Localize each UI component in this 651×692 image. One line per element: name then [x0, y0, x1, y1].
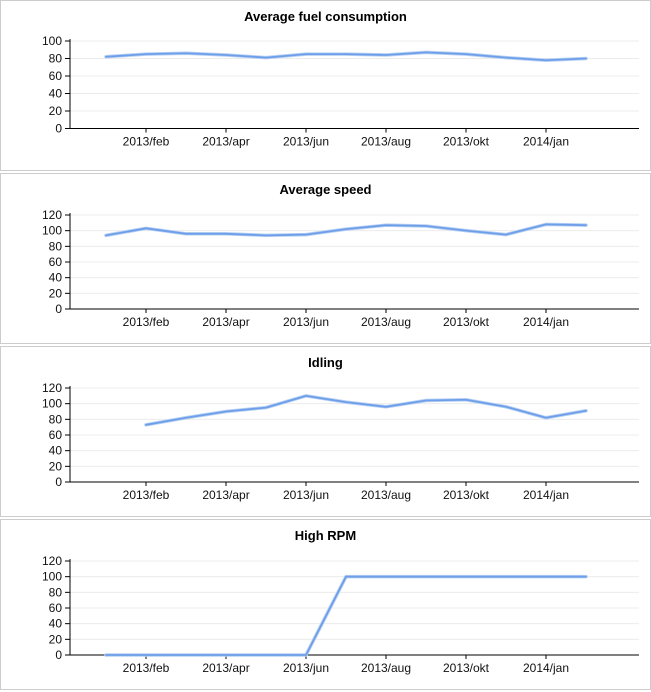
x-axis-label: 2013/aug	[361, 488, 411, 502]
x-axis-label: 2013/aug	[361, 661, 411, 675]
chart-title: Average speed	[279, 182, 372, 197]
y-axis-label: 80	[49, 52, 63, 66]
x-axis-label: 2013/jun	[283, 661, 329, 675]
chart-panel-average-fuel-consumption: Average fuel consumption 0 20 40 60 80 100 201…	[0, 0, 651, 171]
x-axis-label: 2013/feb	[123, 315, 170, 329]
x-axis-label: 2013/okt	[443, 135, 490, 149]
y-axis-label: 80	[49, 585, 63, 599]
y-axis-label: 120	[42, 381, 62, 395]
y-axis-label: 0	[55, 302, 62, 316]
x-axis-label: 2013/feb	[123, 135, 170, 149]
y-axis-label: 20	[49, 632, 63, 646]
x-axis-label: 2013/apr	[202, 315, 249, 329]
x-axis-label: 2013/okt	[443, 315, 490, 329]
x-axis-label: 2013/feb	[123, 661, 170, 675]
y-axis-label: 20	[49, 286, 63, 300]
series-line	[145, 394, 587, 426]
y-axis-label: 100	[42, 397, 62, 411]
y-axis-label: 80	[49, 412, 63, 426]
chart-panel-idling: Idling 0 20 40 60 80 100 120 2013/feb 2013/apr 20…	[0, 346, 651, 517]
x-axis-label: 2013/okt	[443, 488, 490, 502]
x-axis-label: 2013/aug	[361, 315, 411, 329]
y-axis-label: 120	[42, 208, 62, 222]
y-axis-label: 40	[49, 87, 63, 101]
y-axis-label: 100	[42, 34, 62, 48]
x-axis-label: 2013/jun	[283, 135, 329, 149]
x-axis-label: 2013/okt	[443, 661, 490, 675]
series-line	[105, 223, 587, 237]
y-axis-label: 20	[49, 459, 63, 473]
x-axis-label: 2013/feb	[123, 488, 170, 502]
y-axis-label: 60	[49, 69, 63, 83]
chart-panel-average-speed: Average speed 0 20 40 60 80 100 120 2013/feb 201…	[0, 173, 651, 344]
chart-title: Idling	[308, 355, 343, 370]
x-axis-label: 2013/jun	[283, 488, 329, 502]
x-axis-label: 2013/jun	[283, 315, 329, 329]
y-axis-label: 40	[49, 617, 63, 631]
x-axis-label: 2013/apr	[202, 135, 249, 149]
x-axis-label: 2013/aug	[361, 135, 411, 149]
line-chart-plot-average-fuel-consumption: 0 20 40 60 80 100 2013/feb 2013/apr 2013/jun 2013…	[42, 34, 639, 149]
y-axis-label: 100	[42, 224, 62, 238]
x-axis-label: 2014/jan	[523, 488, 569, 502]
chart-title: High RPM	[294, 528, 357, 543]
x-axis-label: 2013/apr	[202, 661, 249, 675]
series-line-halo	[104, 574, 588, 657]
y-axis-label: 0	[55, 122, 62, 136]
y-axis-label: 80	[49, 239, 63, 253]
x-axis-label: 2014/jan	[523, 135, 569, 149]
y-axis-label: 40	[49, 444, 63, 458]
y-axis-label: 100	[42, 570, 62, 584]
y-axis-label: 0	[55, 648, 62, 662]
y-axis-label: 40	[49, 271, 63, 285]
series-line	[105, 51, 587, 62]
chart-panel-high-rpm: High RPM 0 20 40 60 80 100 120 2013/feb 2013/apr…	[0, 519, 651, 690]
y-axis-label: 20	[49, 104, 63, 118]
y-axis-label: 60	[49, 601, 63, 615]
x-axis-label: 2013/apr	[202, 488, 249, 502]
x-axis-label: 2014/jan	[523, 315, 569, 329]
series-line	[105, 575, 587, 656]
chart-title: Average fuel consumption	[244, 9, 407, 24]
y-axis-label: 60	[49, 255, 63, 269]
y-axis-label: 60	[49, 428, 63, 442]
y-axis-label: 0	[55, 475, 62, 489]
y-axis-label: 120	[42, 554, 62, 568]
x-axis-label: 2014/jan	[523, 661, 569, 675]
